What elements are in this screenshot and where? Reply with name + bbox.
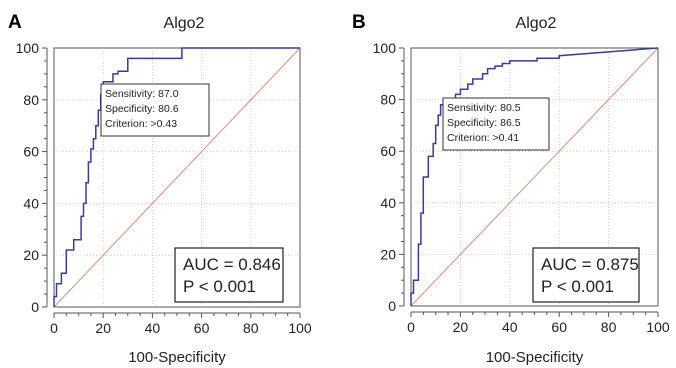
y-tick-label: 0 — [388, 298, 396, 314]
y-tick-label: 40 — [380, 195, 396, 211]
panel-letter: B — [352, 12, 366, 33]
x-tick-label: 100 — [646, 319, 670, 335]
plot-frame — [53, 47, 301, 308]
x-tick-label: 40 — [502, 319, 518, 335]
auc-text: P < 0.001 — [541, 277, 614, 296]
criterion-text: Criterion: >0.41 — [447, 132, 519, 144]
criterion-text: Criterion: >0.43 — [105, 118, 177, 130]
y-tick-label: 80 — [380, 92, 396, 108]
roc-chart-a-svg: A Algo2 0 20 40 60 80 100 100-Specificity 0 20 40 60… — [8, 12, 312, 366]
x-tick-label: 20 — [95, 320, 111, 336]
y-tick-label: 20 — [380, 246, 396, 262]
x-axis-label: 100-Specificity — [486, 349, 584, 366]
y-tick-label: 60 — [380, 143, 396, 159]
chart-title: Algo2 — [516, 15, 557, 32]
criterion-text: Sensitivity: 80.5 — [447, 102, 521, 114]
auc-text: AUC = 0.846 — [183, 255, 281, 274]
criterion-box — [442, 97, 550, 151]
x-tick-label: 60 — [551, 319, 567, 335]
x-tick-label: 0 — [407, 319, 415, 335]
auc-box — [532, 247, 640, 303]
roc-chart-panel-b: B Algo2 0 20 40 60 80 100 100-Specificity 0 20 40 60… — [338, 0, 676, 368]
y-tick-label: 80 — [23, 92, 39, 108]
roc-chart-panel-a: A Algo2 0 20 40 60 80 100 100-Specificity 0 20 40 60… — [8, 12, 312, 366]
x-tick-label: 60 — [194, 320, 210, 336]
x-tick-label: 80 — [243, 320, 259, 336]
x-tick-label: 80 — [601, 319, 617, 335]
y-tick-label: 20 — [23, 247, 39, 263]
roc-chart-b-svg: B Algo2 0 20 40 60 80 100 100-Specificity 0 20 40 60… — [352, 12, 670, 366]
y-tick-label: 40 — [23, 195, 39, 211]
chart-title: Algo2 — [164, 15, 205, 32]
plot-frame — [410, 47, 659, 307]
y-tick-label: 60 — [23, 144, 39, 160]
panel-letter: A — [8, 12, 22, 33]
roc-curve-line — [53, 47, 300, 307]
x-tick-label: 20 — [453, 319, 469, 335]
y-tick-label: 100 — [373, 40, 397, 56]
x-tick-label: 40 — [145, 320, 161, 336]
criterion-text: Specificity: 80.6 — [105, 103, 179, 115]
reference-diagonal-line — [53, 47, 301, 308]
criterion-text: Sensitivity: 87.0 — [105, 88, 179, 100]
y-tick-label: 100 — [16, 40, 40, 56]
auc-text: AUC = 0.875 — [541, 255, 639, 274]
y-tick-label: 0 — [31, 299, 39, 315]
criterion-box — [100, 83, 210, 137]
auc-box — [174, 247, 284, 303]
reference-diagonal-line — [410, 47, 659, 307]
x-tick-label: 0 — [50, 320, 58, 336]
x-axis-label: 100-Specificity — [128, 349, 226, 366]
criterion-text: Specificity: 86.5 — [447, 117, 521, 129]
x-tick-label: 100 — [288, 320, 312, 336]
auc-text: P < 0.001 — [183, 277, 256, 296]
